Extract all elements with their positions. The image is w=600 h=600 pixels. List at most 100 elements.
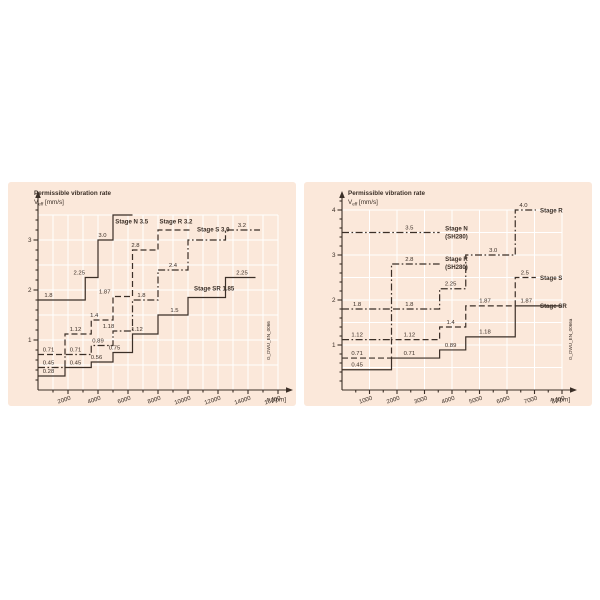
value-label: 1.5 <box>170 308 179 314</box>
value-label: 0.45 <box>70 360 82 366</box>
value-label: 1.4 <box>447 320 456 326</box>
series-name-label: (SH280) <box>445 264 468 271</box>
value-label: 2.25 <box>74 270 86 276</box>
svg-text:3: 3 <box>332 252 336 259</box>
series-stage-r: 1.12 1.8 2.25 3.0 4.0 Stage R <box>342 203 563 341</box>
svg-text:1000: 1000 <box>359 395 374 405</box>
series-name-label: Stage N <box>445 225 468 232</box>
svg-text:12000: 12000 <box>204 395 222 406</box>
svg-text:6000: 6000 <box>117 395 132 405</box>
value-label: 2.25 <box>445 282 457 288</box>
y-axis-arrow <box>339 191 345 198</box>
value-label: 2.8 <box>131 243 140 249</box>
value-label: 1.8 <box>137 293 146 299</box>
svg-text:4: 4 <box>332 207 336 214</box>
series-stage-r: 0.71 1.12 1.4 1.87 2.8 Stage R 3.2 <box>38 219 193 356</box>
series-stage-n-line <box>38 214 133 301</box>
value-label: 0.89 <box>92 338 103 344</box>
series-stage-s: 0.71 1.12 1.4 1.87 2.5 Stage S <box>342 270 562 359</box>
series-name-label: Stage S <box>540 275 562 282</box>
x-axis-label: n [rpm] <box>550 397 570 404</box>
series-stage-s: 0.45 0.71 0.89 1.18 1.8 2.4 3.2 Stage S 3.0 <box>38 223 260 369</box>
series-name-label: (SH280) <box>445 233 468 240</box>
value-label: 2.25 <box>236 270 248 276</box>
y-axis-label: Veff [mm/s] <box>348 199 378 207</box>
value-label: 2.4 <box>169 263 178 269</box>
series-stage-s-line <box>38 229 260 369</box>
value-label: 3.5 <box>405 225 414 231</box>
svg-text:3000: 3000 <box>414 395 429 405</box>
value-label: 0.28 <box>43 369 55 375</box>
axes <box>337 191 577 394</box>
value-label: 1.12 <box>70 327 81 333</box>
value-label: 1.87 <box>99 289 110 295</box>
svg-text:1: 1 <box>28 337 32 344</box>
value-label: 1.12 <box>351 332 362 338</box>
value-label: 0.45 <box>351 363 363 369</box>
value-label: 0.45 <box>43 360 55 366</box>
value-label: 0.71 <box>351 351 362 357</box>
value-label: 4.0 <box>519 203 528 209</box>
svg-text:Permissible vibration rate: Permissible vibration rate <box>348 190 425 197</box>
series-stage-n: 1.8 2.25 3.0 Stage N 3.5 <box>38 214 149 301</box>
value-label: 3.0 <box>98 233 107 239</box>
series-stage-sr-line <box>342 305 562 371</box>
series-stage-r-sh280-line <box>342 263 440 310</box>
series-stage-sr: 0.45 0.71 0.89 1.18 1.87 Stage SR <box>342 299 567 371</box>
value-label: 1.18 <box>103 324 115 330</box>
value-label: 3.0 <box>489 248 498 254</box>
value-label: 1.12 <box>131 327 142 333</box>
series-name-label: Stage SR 1.85 <box>194 286 235 293</box>
x-axis-label: n [rpm] <box>266 397 286 404</box>
series-name-label: Stage R <box>540 207 563 214</box>
y-axis-label: Veff [mm/s] <box>34 199 64 207</box>
y-axis-arrow <box>35 191 41 198</box>
figure-id: G_DWU_EN_0066 <box>266 321 271 360</box>
value-label: 2.8 <box>405 257 414 263</box>
svg-text:8000: 8000 <box>551 395 566 405</box>
svg-text:16000: 16000 <box>264 395 282 406</box>
svg-text:4000: 4000 <box>87 395 102 405</box>
svg-text:2000: 2000 <box>386 395 401 405</box>
series-stage-r-sh280: 1.8 2.8 Stage R(SH280) <box>342 256 468 310</box>
chart-title: Permissible vibration rate Veff [mm/s] <box>348 190 425 207</box>
series-stage-sr-line <box>38 276 256 377</box>
x-axis-arrow <box>286 387 293 393</box>
value-label: 3.2 <box>238 223 246 229</box>
svg-text:3: 3 <box>28 237 32 244</box>
right-vibration-chart: 1000 2000 3000 4000 5000 6000 7000 8000 1 2 3 4 Perm… <box>332 190 577 406</box>
value-label: 0.71 <box>70 347 81 353</box>
value-label: 0.75 <box>109 345 121 351</box>
tick-labels: 1000 2000 3000 4000 5000 6000 7000 8000 1 2 3 4 <box>332 207 566 405</box>
grid <box>38 214 279 390</box>
value-label: 1.18 <box>479 330 491 336</box>
svg-text:7000: 7000 <box>524 395 539 405</box>
svg-text:14000: 14000 <box>234 395 252 406</box>
right-chart-panel: 1000 2000 3000 4000 5000 6000 7000 8000 1 2 3 4 Perm… <box>304 182 592 406</box>
svg-text:6000: 6000 <box>496 395 511 405</box>
value-label: 2.5 <box>521 270 530 276</box>
value-label: 0.89 <box>445 343 456 349</box>
series-stage-r-line <box>342 209 536 341</box>
svg-text:2000: 2000 <box>57 395 72 405</box>
svg-text:Permissible vibration rate: Permissible vibration rate <box>34 190 111 197</box>
svg-text:4000: 4000 <box>441 395 456 405</box>
series-name-label: Stage R 3.2 <box>160 219 193 226</box>
svg-text:8000: 8000 <box>147 395 162 405</box>
value-label: 1.8 <box>405 302 414 308</box>
series-stage-r-line <box>38 229 193 356</box>
series-name-label: Stage N 3.5 <box>115 219 148 226</box>
svg-text:10000: 10000 <box>174 395 192 406</box>
series-stage-n-sh280: 3.5 Stage N(SH280) <box>342 225 468 240</box>
svg-text:5000: 5000 <box>469 395 484 405</box>
left-vibration-chart: 2000 4000 6000 8000 10000 12000 14000 16000 1 2 3 P… <box>28 190 293 406</box>
value-label: 0.71 <box>404 351 415 357</box>
series-stage-sr: 0.28 0.45 0.56 0.75 1.12 1.5 2.25 Stage SR 1.85 <box>38 270 256 377</box>
value-label: 1.87 <box>479 299 490 305</box>
value-label: 0.71 <box>43 347 54 353</box>
value-label: 1.12 <box>404 332 415 338</box>
value-label: 1.8 <box>353 302 362 308</box>
value-label: 1.87 <box>521 299 532 305</box>
axes <box>33 191 293 394</box>
chart-title: Permissible vibration rate Veff [mm/s] <box>34 190 111 207</box>
